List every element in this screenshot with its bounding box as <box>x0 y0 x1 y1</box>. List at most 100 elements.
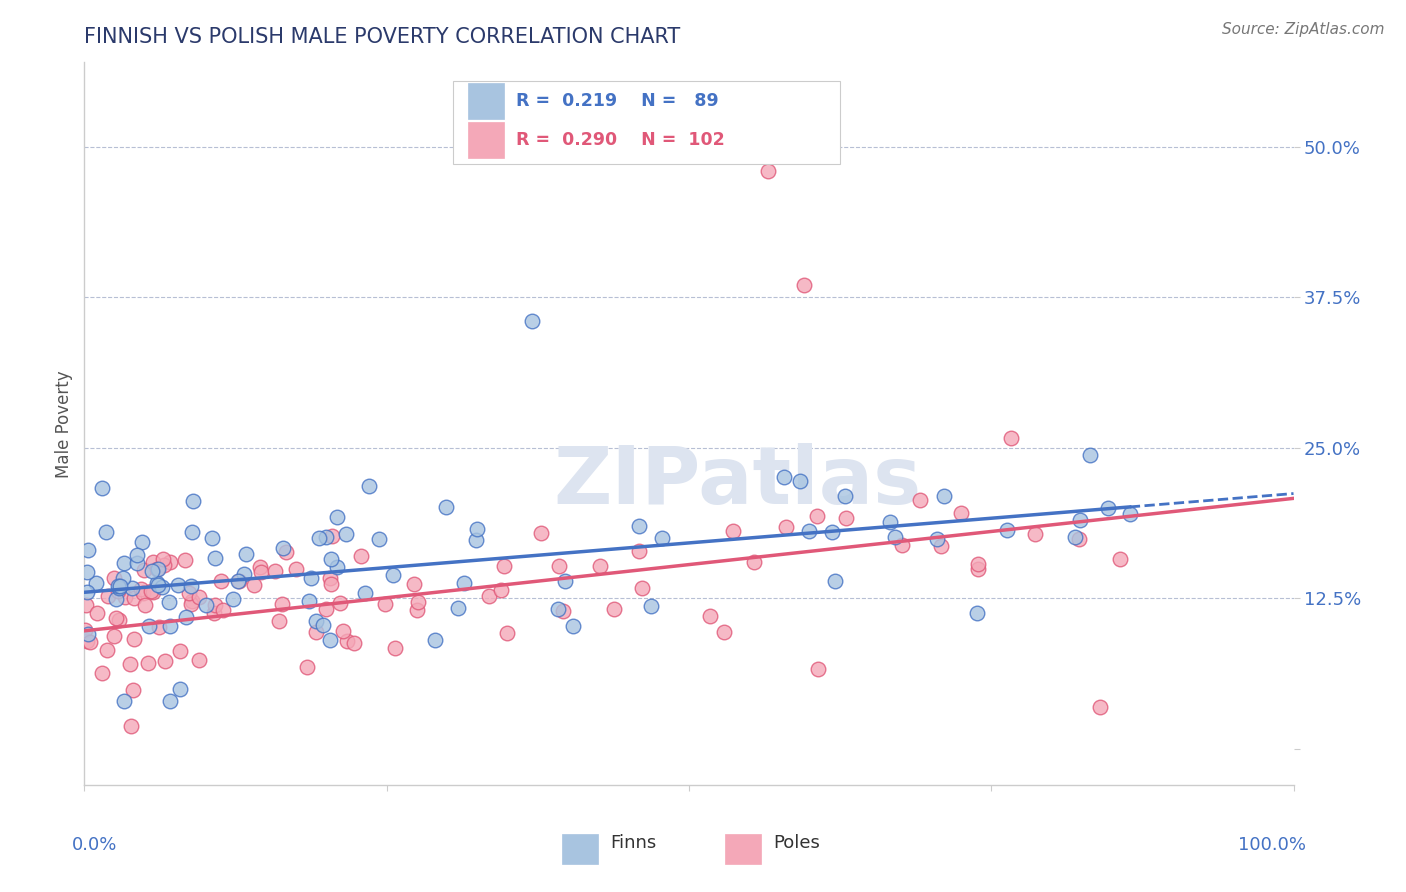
Point <box>879 515 901 529</box>
Bar <box>725 834 762 864</box>
Point <box>194 599 217 613</box>
Point <box>232 567 254 582</box>
Point <box>299 571 322 585</box>
Point <box>884 530 907 544</box>
Point <box>343 635 366 649</box>
Point <box>305 625 328 640</box>
Point <box>520 314 543 328</box>
Point <box>1119 507 1142 521</box>
Point <box>150 580 173 594</box>
Point <box>491 583 513 598</box>
Point <box>138 619 160 633</box>
Point <box>110 579 132 593</box>
Point <box>174 553 197 567</box>
Point <box>319 633 342 648</box>
Point <box>495 625 517 640</box>
Text: 100.0%: 100.0% <box>1237 836 1306 854</box>
Y-axis label: Male Poverty: Male Poverty <box>55 370 73 477</box>
Point <box>1063 530 1085 544</box>
Point <box>308 531 330 545</box>
FancyBboxPatch shape <box>453 80 841 163</box>
Point <box>1000 431 1022 445</box>
Point <box>107 584 129 599</box>
Point <box>204 550 226 565</box>
Point <box>169 682 191 697</box>
Point <box>181 524 204 539</box>
Point <box>159 555 181 569</box>
Point <box>79 634 101 648</box>
Point <box>134 564 156 578</box>
Point <box>820 524 842 539</box>
Point <box>966 561 988 575</box>
Point <box>142 555 165 569</box>
Point <box>1069 532 1091 546</box>
Point <box>284 562 307 576</box>
Point <box>699 609 721 624</box>
Point <box>530 525 553 540</box>
Point <box>547 602 569 616</box>
Point <box>405 603 427 617</box>
Point <box>146 562 169 576</box>
Point <box>628 519 651 533</box>
Point <box>640 599 662 613</box>
Point <box>742 555 765 569</box>
Point <box>353 586 375 600</box>
Point <box>181 494 204 508</box>
Text: R =  0.290    N =  102: R = 0.290 N = 102 <box>516 131 724 149</box>
Point <box>204 598 226 612</box>
Point <box>226 574 249 588</box>
Point <box>169 644 191 658</box>
Point <box>966 557 988 571</box>
Point <box>212 602 235 616</box>
Point <box>132 586 155 600</box>
Point <box>91 665 114 680</box>
Point <box>824 574 846 588</box>
Point <box>152 558 174 572</box>
Point <box>146 562 169 576</box>
Point <box>86 606 108 620</box>
Point <box>180 579 202 593</box>
Point <box>180 597 202 611</box>
Point <box>319 571 342 585</box>
Point <box>141 584 163 599</box>
Point <box>357 479 380 493</box>
Point <box>934 489 956 503</box>
Point <box>1024 527 1046 541</box>
Point <box>108 581 131 595</box>
Point <box>159 694 181 708</box>
Point <box>121 581 143 595</box>
Point <box>209 574 232 589</box>
Point <box>114 590 136 604</box>
Point <box>84 576 107 591</box>
Point <box>105 591 128 606</box>
Point <box>94 525 117 540</box>
Point <box>152 552 174 566</box>
Text: ZIPatlas: ZIPatlas <box>553 442 921 521</box>
Point <box>127 548 149 562</box>
Bar <box>468 83 503 119</box>
Point <box>264 565 287 579</box>
Point <box>453 575 475 590</box>
Point <box>76 634 98 648</box>
Point <box>434 500 457 515</box>
Point <box>97 589 120 603</box>
Text: 0.0%: 0.0% <box>72 836 118 854</box>
Point <box>118 657 141 672</box>
Point <box>834 489 856 503</box>
Point <box>806 508 828 523</box>
Point <box>925 532 948 546</box>
Point <box>134 598 156 612</box>
Point <box>554 574 576 589</box>
Text: Poles: Poles <box>773 834 821 852</box>
Point <box>425 633 447 648</box>
Point <box>756 164 779 178</box>
Point <box>179 586 201 600</box>
Point <box>890 538 912 552</box>
Point <box>202 606 225 620</box>
Point <box>138 657 160 671</box>
Point <box>222 592 245 607</box>
Point <box>335 527 357 541</box>
Point <box>76 585 98 599</box>
Point <box>713 625 735 640</box>
Point <box>367 532 389 546</box>
